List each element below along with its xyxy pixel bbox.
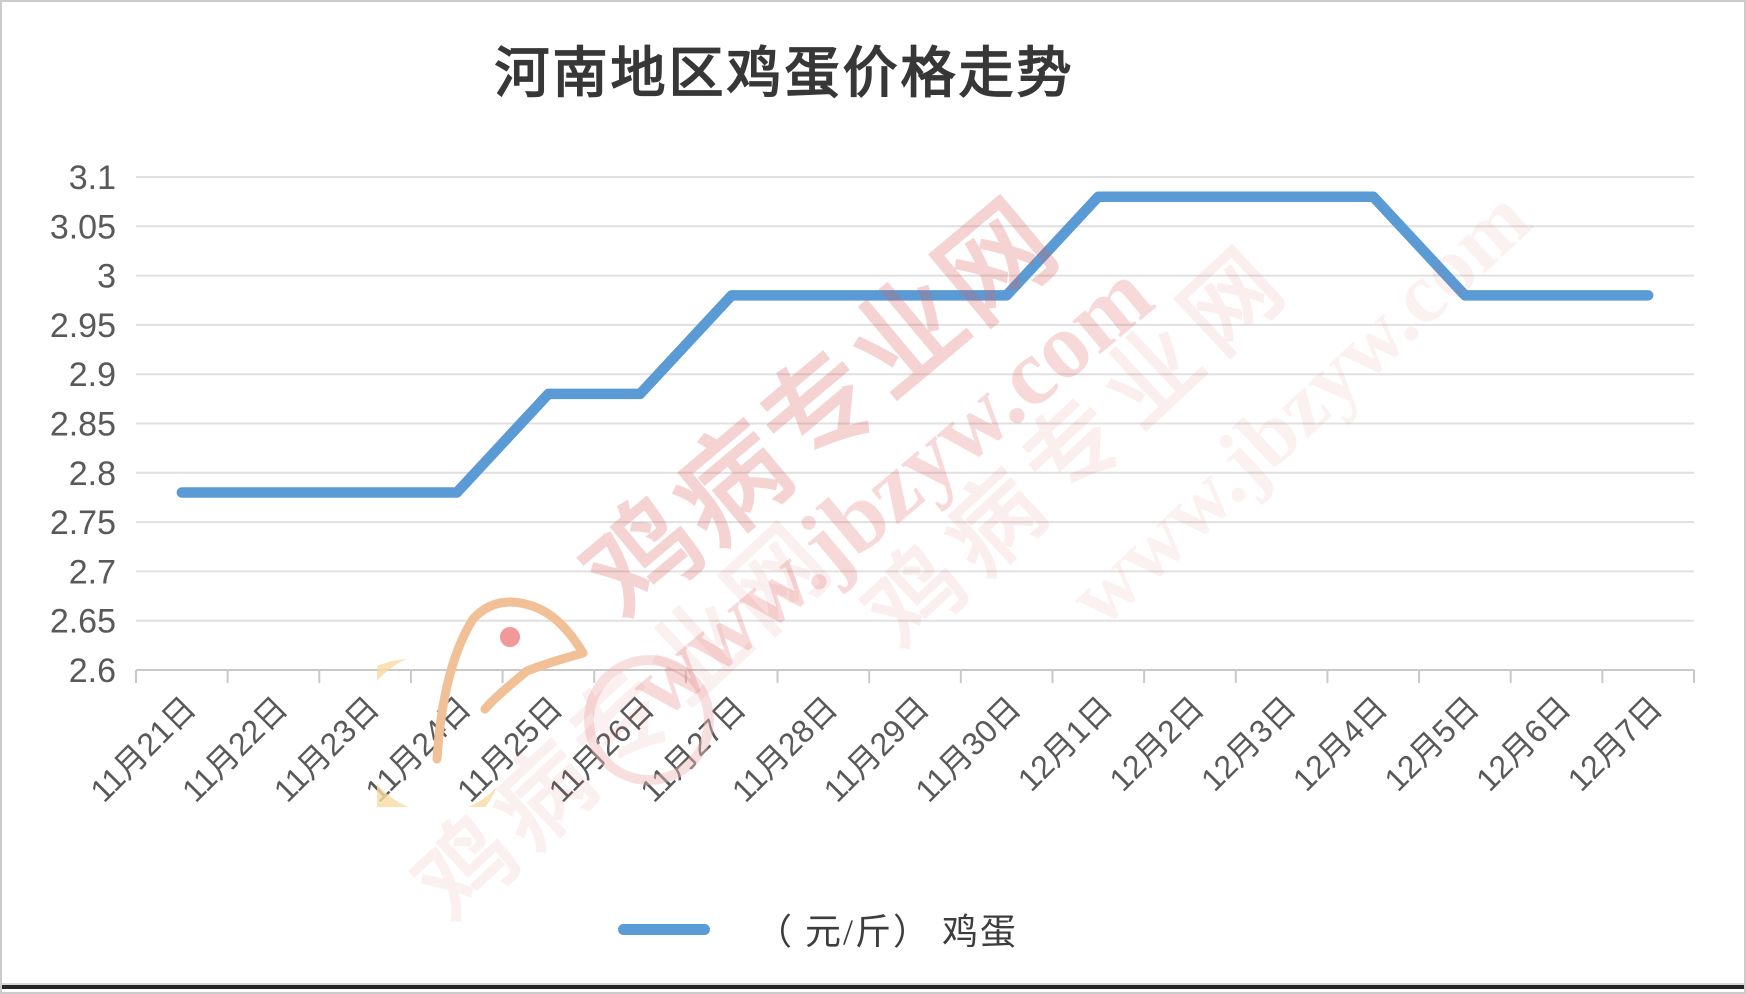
y-tick-label: 2.9 (69, 356, 116, 394)
x-axis (135, 669, 1695, 683)
y-tick-label: 2.75 (50, 504, 116, 542)
x-tick-label: 12月2日 (1102, 689, 1210, 797)
gridlines (136, 176, 1694, 622)
x-tick-label: 12月7日 (1561, 689, 1669, 797)
y-tick-label: 3 (97, 258, 116, 296)
y-tick-label: 2.85 (50, 406, 116, 444)
legend-line-swatch (617, 923, 710, 935)
legend-label: （ 元/斤） 鸡蛋 (755, 912, 1018, 952)
x-tick-label: 12月4日 (1286, 689, 1394, 797)
x-axis-labels: 11月21日11月22日11月23日11月24日11月25日11月26日11月2… (83, 689, 1669, 808)
y-tick-label: 2.65 (50, 603, 116, 641)
y-tick-label: 2.7 (69, 553, 116, 591)
y-tick-label: 2.95 (50, 307, 116, 345)
y-axis-labels: 2.6 2.65 2.7 2.75 2.8 2.85 2.9 2.95 3 3.05 3.1 (50, 159, 116, 690)
legend: （ 元/斤） 鸡蛋 (2, 903, 1691, 955)
y-tick-label: 2.8 (69, 455, 116, 493)
chart-title: 河南地区鸡蛋价格走势 (494, 43, 1075, 104)
x-tick-label: 12月6日 (1469, 689, 1577, 797)
y-tick-label: 2.6 (69, 652, 116, 690)
x-tick-label: 12月5日 (1377, 689, 1485, 797)
egg-price-line (176, 191, 1654, 498)
y-tick-label: 3.05 (50, 208, 116, 246)
y-tick-label: 3.1 (69, 159, 116, 197)
bottom-edge-dark (2, 985, 1744, 989)
x-tick-label: 12月3日 (1194, 689, 1302, 797)
bottom-edge-light (2, 983, 1744, 985)
x-tick-label: 12月1日 (1011, 689, 1119, 797)
